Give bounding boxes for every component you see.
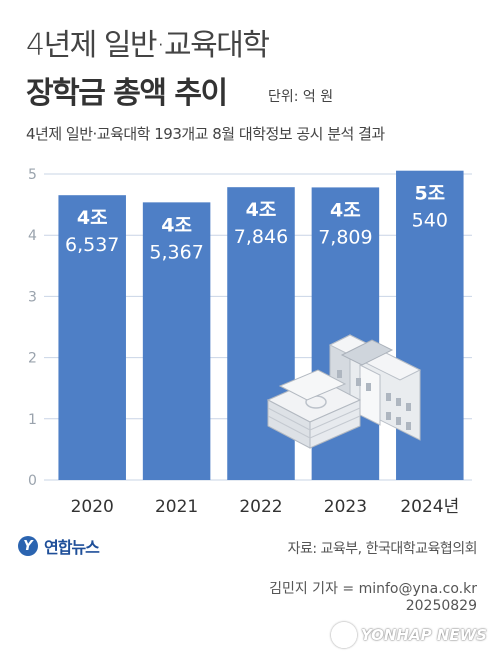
subtitle: 4년제 일반·교육대학 193개교 8월 대학정보 공시 분석 결과: [26, 125, 385, 143]
data-label-top: 4조: [77, 207, 108, 229]
data-label-bottom: 7,809: [318, 226, 372, 248]
reporter-credit: 김민지 기자 = minfo@yna.co.kr: [269, 581, 477, 597]
data-label-bottom: 540: [412, 210, 448, 232]
title-line-1: 4년제 일반·교육대학: [26, 28, 270, 63]
y-tick-label: 1: [28, 412, 37, 428]
x-tick-label: 2024년: [400, 497, 459, 517]
bars-layer: 4조 6,537 2020 4조 5,367 2021 4조 7,846 2022 4조 7,809…: [58, 170, 464, 517]
source-note: 자료: 교육부, 한국대학교육협의회: [287, 541, 478, 557]
watermark: YONHAP NEWS: [330, 622, 487, 648]
data-label-top: 4조: [246, 199, 277, 221]
page-title: 장학금 총액 추이: [26, 76, 228, 111]
watermark-text: YONHAP NEWS: [360, 626, 487, 644]
x-tick-label: 2022: [239, 497, 282, 517]
y-tick-label: 3: [28, 289, 37, 305]
bar-chart: 0 1 2 3 4 5 4조 6,537 2020 4조 5,367 2021 4조 7,846 2022…: [28, 167, 472, 517]
data-label-bottom: 5,367: [149, 241, 203, 263]
yonhap-logo: Y 연합뉴스: [18, 534, 100, 558]
data-label-top: 4조: [161, 214, 192, 236]
x-tick-label: 2020: [71, 497, 114, 517]
watermark-icon: [330, 622, 357, 648]
y-tick-label: 0: [28, 473, 37, 489]
data-label-top: 4조: [330, 199, 361, 221]
data-label-bottom: 6,537: [65, 234, 119, 256]
y-tick-label: 5: [28, 167, 37, 183]
bar: [142, 202, 211, 481]
bar: [58, 195, 126, 481]
publish-date: 20250829: [405, 598, 477, 614]
money-and-building-illustration: [266, 334, 422, 449]
x-tick-label: 2023: [324, 497, 367, 517]
data-label-top: 5조: [414, 183, 445, 205]
data-label-bottom: 7,846: [234, 226, 288, 248]
unit-label: 단위: 억 원: [268, 89, 334, 105]
y-tick-label: 2: [28, 351, 37, 367]
y-tick-label: 4: [28, 228, 37, 244]
byline: 김민지 기자 = minfo@yna.co.kr 20250829: [269, 581, 477, 615]
logo-mark: Y: [18, 536, 38, 556]
x-tick-label: 2021: [155, 497, 198, 517]
logo-text: 연합뉴스: [44, 538, 100, 557]
